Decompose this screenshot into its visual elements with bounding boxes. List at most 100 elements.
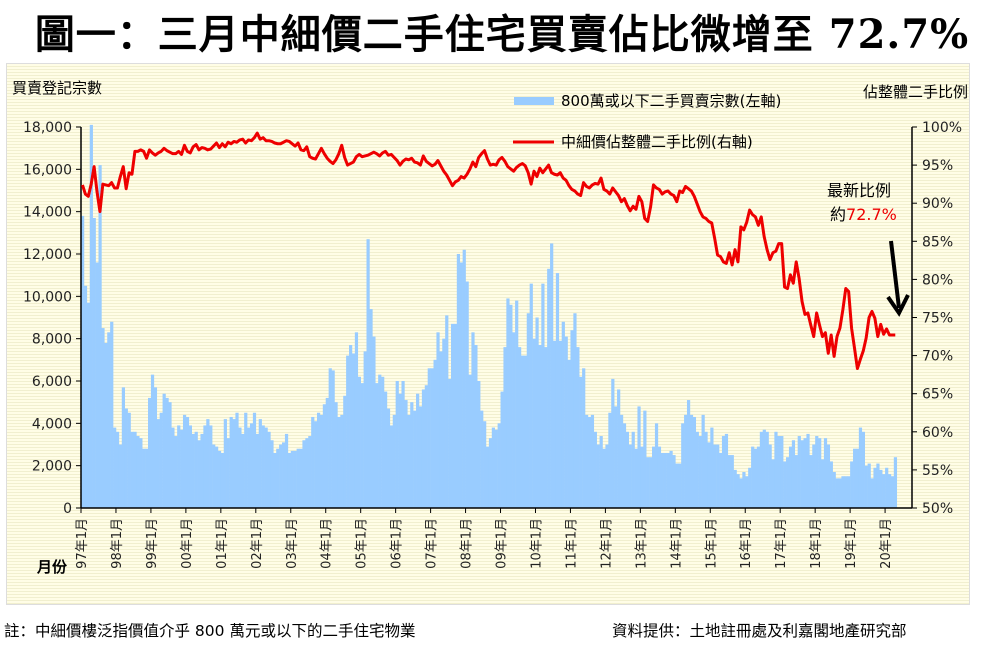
x-tick-label: 05年1月 — [355, 518, 370, 569]
bar — [255, 433, 260, 508]
bar — [115, 431, 120, 508]
bar — [523, 355, 528, 508]
bar — [258, 419, 262, 508]
chart-frame — [6, 63, 970, 605]
bar — [331, 370, 335, 508]
annotation-prefix: 約 — [830, 205, 846, 224]
bar — [130, 431, 134, 508]
bar — [815, 436, 819, 508]
bar — [654, 423, 659, 508]
bar — [238, 427, 242, 508]
bar — [386, 408, 391, 508]
bar — [104, 342, 108, 508]
bar — [81, 215, 85, 508]
left-tick-label: 14,000 — [23, 205, 72, 221]
bar — [453, 323, 458, 508]
bar — [887, 474, 892, 508]
bar — [567, 359, 571, 508]
bar — [730, 455, 734, 508]
left-tick-label: 12,000 — [23, 247, 72, 263]
bar — [701, 414, 705, 508]
bar — [858, 427, 863, 508]
legend-bar-swatch — [514, 97, 554, 105]
bar — [270, 440, 274, 508]
bar — [284, 433, 289, 508]
bar — [375, 383, 379, 508]
bar — [544, 347, 548, 508]
bar — [771, 459, 775, 508]
bar — [450, 323, 455, 508]
bar — [171, 427, 175, 508]
left-tick-label: 18,000 — [23, 120, 72, 136]
bar — [273, 452, 277, 508]
bar — [666, 452, 670, 508]
bar — [841, 476, 845, 508]
bar — [506, 298, 510, 508]
x-tick-label: 20年1月 — [879, 518, 894, 569]
bar — [788, 446, 793, 508]
bar — [512, 332, 516, 508]
bar — [631, 431, 635, 508]
bar — [290, 450, 294, 508]
bar — [316, 412, 321, 508]
bar — [349, 345, 353, 508]
bar — [369, 309, 373, 508]
bar — [185, 416, 190, 508]
bar — [468, 374, 472, 508]
bar — [430, 368, 434, 508]
x-tick-label: 15年1月 — [704, 518, 719, 569]
bar — [663, 452, 667, 508]
bar — [413, 410, 417, 508]
bar — [809, 455, 813, 508]
left-axis-title: 買賣登記宗數 — [12, 79, 102, 97]
x-tick-label: 00年1月 — [180, 518, 195, 569]
bar — [148, 397, 152, 508]
bar — [640, 446, 644, 508]
bar — [334, 402, 338, 508]
bar — [835, 478, 839, 508]
bar — [206, 419, 210, 508]
bar — [357, 376, 361, 508]
bar — [882, 474, 886, 508]
bar — [550, 243, 554, 509]
bar — [372, 336, 376, 508]
bar — [150, 374, 155, 508]
bar — [570, 330, 574, 508]
bar — [713, 444, 717, 508]
x-axis-title: 月份 — [36, 558, 68, 576]
bar — [200, 433, 204, 508]
bar — [459, 262, 463, 508]
bar — [497, 423, 501, 508]
bar — [716, 444, 720, 508]
bar — [710, 427, 714, 508]
bar — [765, 431, 769, 508]
bar — [704, 431, 708, 508]
bar — [389, 425, 394, 508]
x-tick-label: 98年1月 — [110, 518, 125, 569]
bar — [579, 376, 583, 508]
bar — [870, 478, 874, 508]
bar — [753, 448, 758, 508]
bar — [456, 254, 461, 508]
bar — [552, 340, 557, 508]
bar — [794, 455, 798, 508]
bar — [853, 448, 857, 508]
x-tick-label: 12年1月 — [599, 518, 614, 569]
bar — [727, 455, 731, 508]
bar — [477, 381, 481, 508]
bar — [614, 406, 618, 508]
bar — [733, 469, 737, 508]
bar — [885, 467, 889, 508]
bar — [684, 414, 688, 508]
bar — [538, 345, 542, 508]
bar — [279, 444, 283, 508]
bar — [820, 459, 825, 508]
bar — [806, 433, 810, 508]
annotation-label: 最新比例 — [827, 181, 891, 200]
bar — [590, 414, 595, 508]
bar — [582, 368, 586, 508]
annotation-value: 72.7% — [846, 205, 897, 224]
bar — [838, 478, 842, 508]
bar — [832, 472, 836, 508]
bar — [162, 393, 166, 508]
